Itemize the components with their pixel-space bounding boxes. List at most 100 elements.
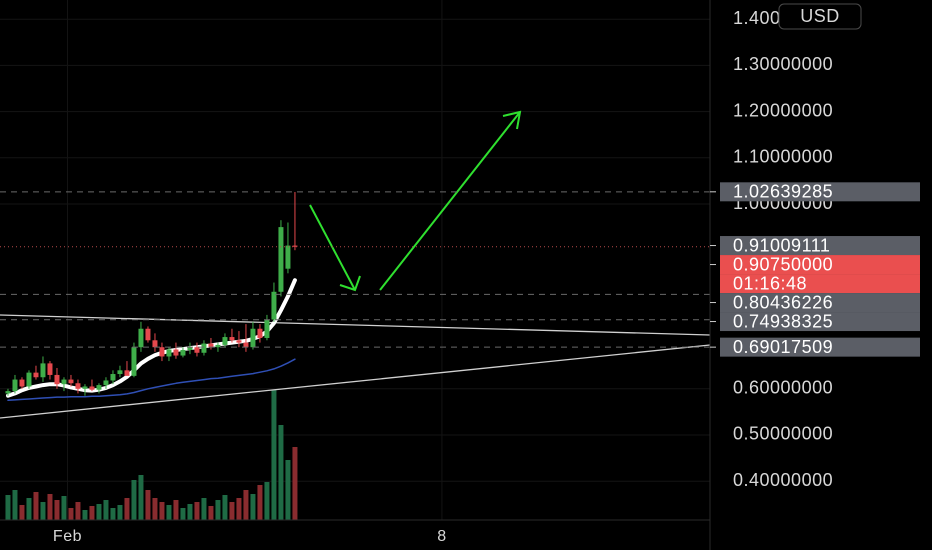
price-line-layer — [0, 191, 710, 348]
volume-bar — [264, 482, 270, 520]
price-tags: 1.026392850.910091110.9075000001:16:480.… — [710, 182, 920, 357]
y-tick-label: 0.50000000 — [733, 424, 833, 444]
price-tag-label: 0.91009111 — [733, 235, 830, 255]
volume-bar — [54, 500, 60, 520]
volume-bar — [110, 508, 116, 520]
volume-bar — [145, 490, 151, 520]
price-tag — [720, 293, 920, 313]
x-tick-label: 8 — [437, 528, 446, 545]
volume-bar — [103, 500, 109, 520]
volume-bar — [61, 496, 67, 520]
price-tag — [720, 312, 920, 332]
candle-body — [131, 347, 137, 376]
moving-average — [6, 278, 297, 398]
candle-body — [257, 328, 263, 338]
currency-badge[interactable]: USD — [778, 3, 862, 30]
candle-body — [222, 337, 228, 345]
candle-body — [159, 347, 165, 357]
arrow-head — [502, 110, 522, 130]
candle-body — [166, 349, 172, 357]
volume-bar — [215, 500, 221, 520]
volume-bar — [257, 485, 263, 520]
candle-body — [12, 379, 18, 392]
candle-body — [40, 363, 46, 378]
arrow-down — [309, 204, 356, 291]
candle-body — [152, 340, 158, 348]
y-tick-label: 1.30000000 — [733, 54, 833, 74]
volume-bar — [292, 447, 298, 520]
moving-average — [7, 358, 296, 402]
trend-line — [0, 314, 711, 336]
candle-body — [236, 340, 242, 343]
currency: USD — [800, 6, 840, 26]
candle-body — [215, 344, 221, 348]
candle-body — [194, 347, 200, 353]
countdown-label: 01:16:48 — [733, 273, 807, 293]
candle-body — [96, 385, 102, 390]
countdown-tag — [720, 274, 920, 294]
volume-bar — [5, 495, 11, 520]
candle-body — [103, 380, 109, 386]
trend-line — [0, 344, 711, 419]
candle-body — [110, 374, 116, 381]
volume-bar — [138, 475, 144, 520]
candle-body — [5, 391, 11, 394]
volume-bar — [68, 508, 74, 520]
volume-bar — [131, 480, 137, 520]
candle-body — [89, 386, 95, 390]
x-tick-label: Feb — [53, 528, 82, 545]
volume-bar — [229, 502, 235, 520]
candle-body — [26, 372, 32, 387]
price-tag-label: 1.02639285 — [733, 182, 833, 202]
candle-body — [264, 319, 270, 338]
arrow-up — [379, 111, 521, 291]
candle-body — [138, 328, 144, 348]
volume-bar — [19, 505, 25, 520]
volume-bar — [89, 506, 95, 520]
volume-bar — [236, 498, 242, 520]
candle-body — [173, 349, 179, 356]
y-tick-label: 1.10000000 — [733, 147, 833, 167]
candle-body — [33, 372, 39, 378]
volume-bar — [180, 508, 186, 520]
candle-body — [201, 343, 207, 353]
candle-body — [68, 379, 74, 384]
candle-body — [229, 337, 235, 341]
volume-bar — [82, 510, 88, 520]
volume-bar — [243, 490, 249, 520]
price-tag — [720, 337, 920, 357]
candle-body — [19, 379, 25, 387]
candle-body — [117, 370, 123, 375]
volume-bar — [96, 504, 102, 520]
candle-body — [75, 383, 81, 389]
y-tick-label: 0.60000000 — [733, 378, 833, 398]
candle-body — [180, 349, 186, 356]
volume-bar — [152, 498, 158, 520]
volume-bar — [12, 490, 18, 520]
price-tag-label: 0.74938325 — [733, 311, 833, 331]
badge-frame — [778, 3, 862, 30]
volume-bar — [166, 505, 172, 520]
volume-bar — [278, 425, 284, 520]
drawings — [0, 110, 711, 419]
volume-bar — [208, 506, 214, 520]
volume-bar — [250, 494, 256, 520]
price-tag — [720, 182, 920, 202]
volume-bar — [124, 498, 130, 520]
candle-body — [54, 374, 60, 385]
candle-body — [292, 245, 298, 247]
volume-bar — [187, 504, 193, 520]
candle-body — [187, 347, 193, 350]
volume-bar — [47, 494, 53, 520]
y-tick-label: 1.20000000 — [733, 100, 833, 120]
y-tick-label: 0.40000000 — [733, 470, 833, 490]
grid — [0, 0, 710, 520]
price-tag — [720, 236, 920, 256]
volume-bar — [194, 502, 200, 520]
volume-bar — [40, 502, 46, 520]
volume-bar — [222, 495, 228, 520]
volume-bar — [285, 460, 291, 520]
candle-body — [243, 342, 249, 348]
candle-body — [278, 227, 284, 292]
